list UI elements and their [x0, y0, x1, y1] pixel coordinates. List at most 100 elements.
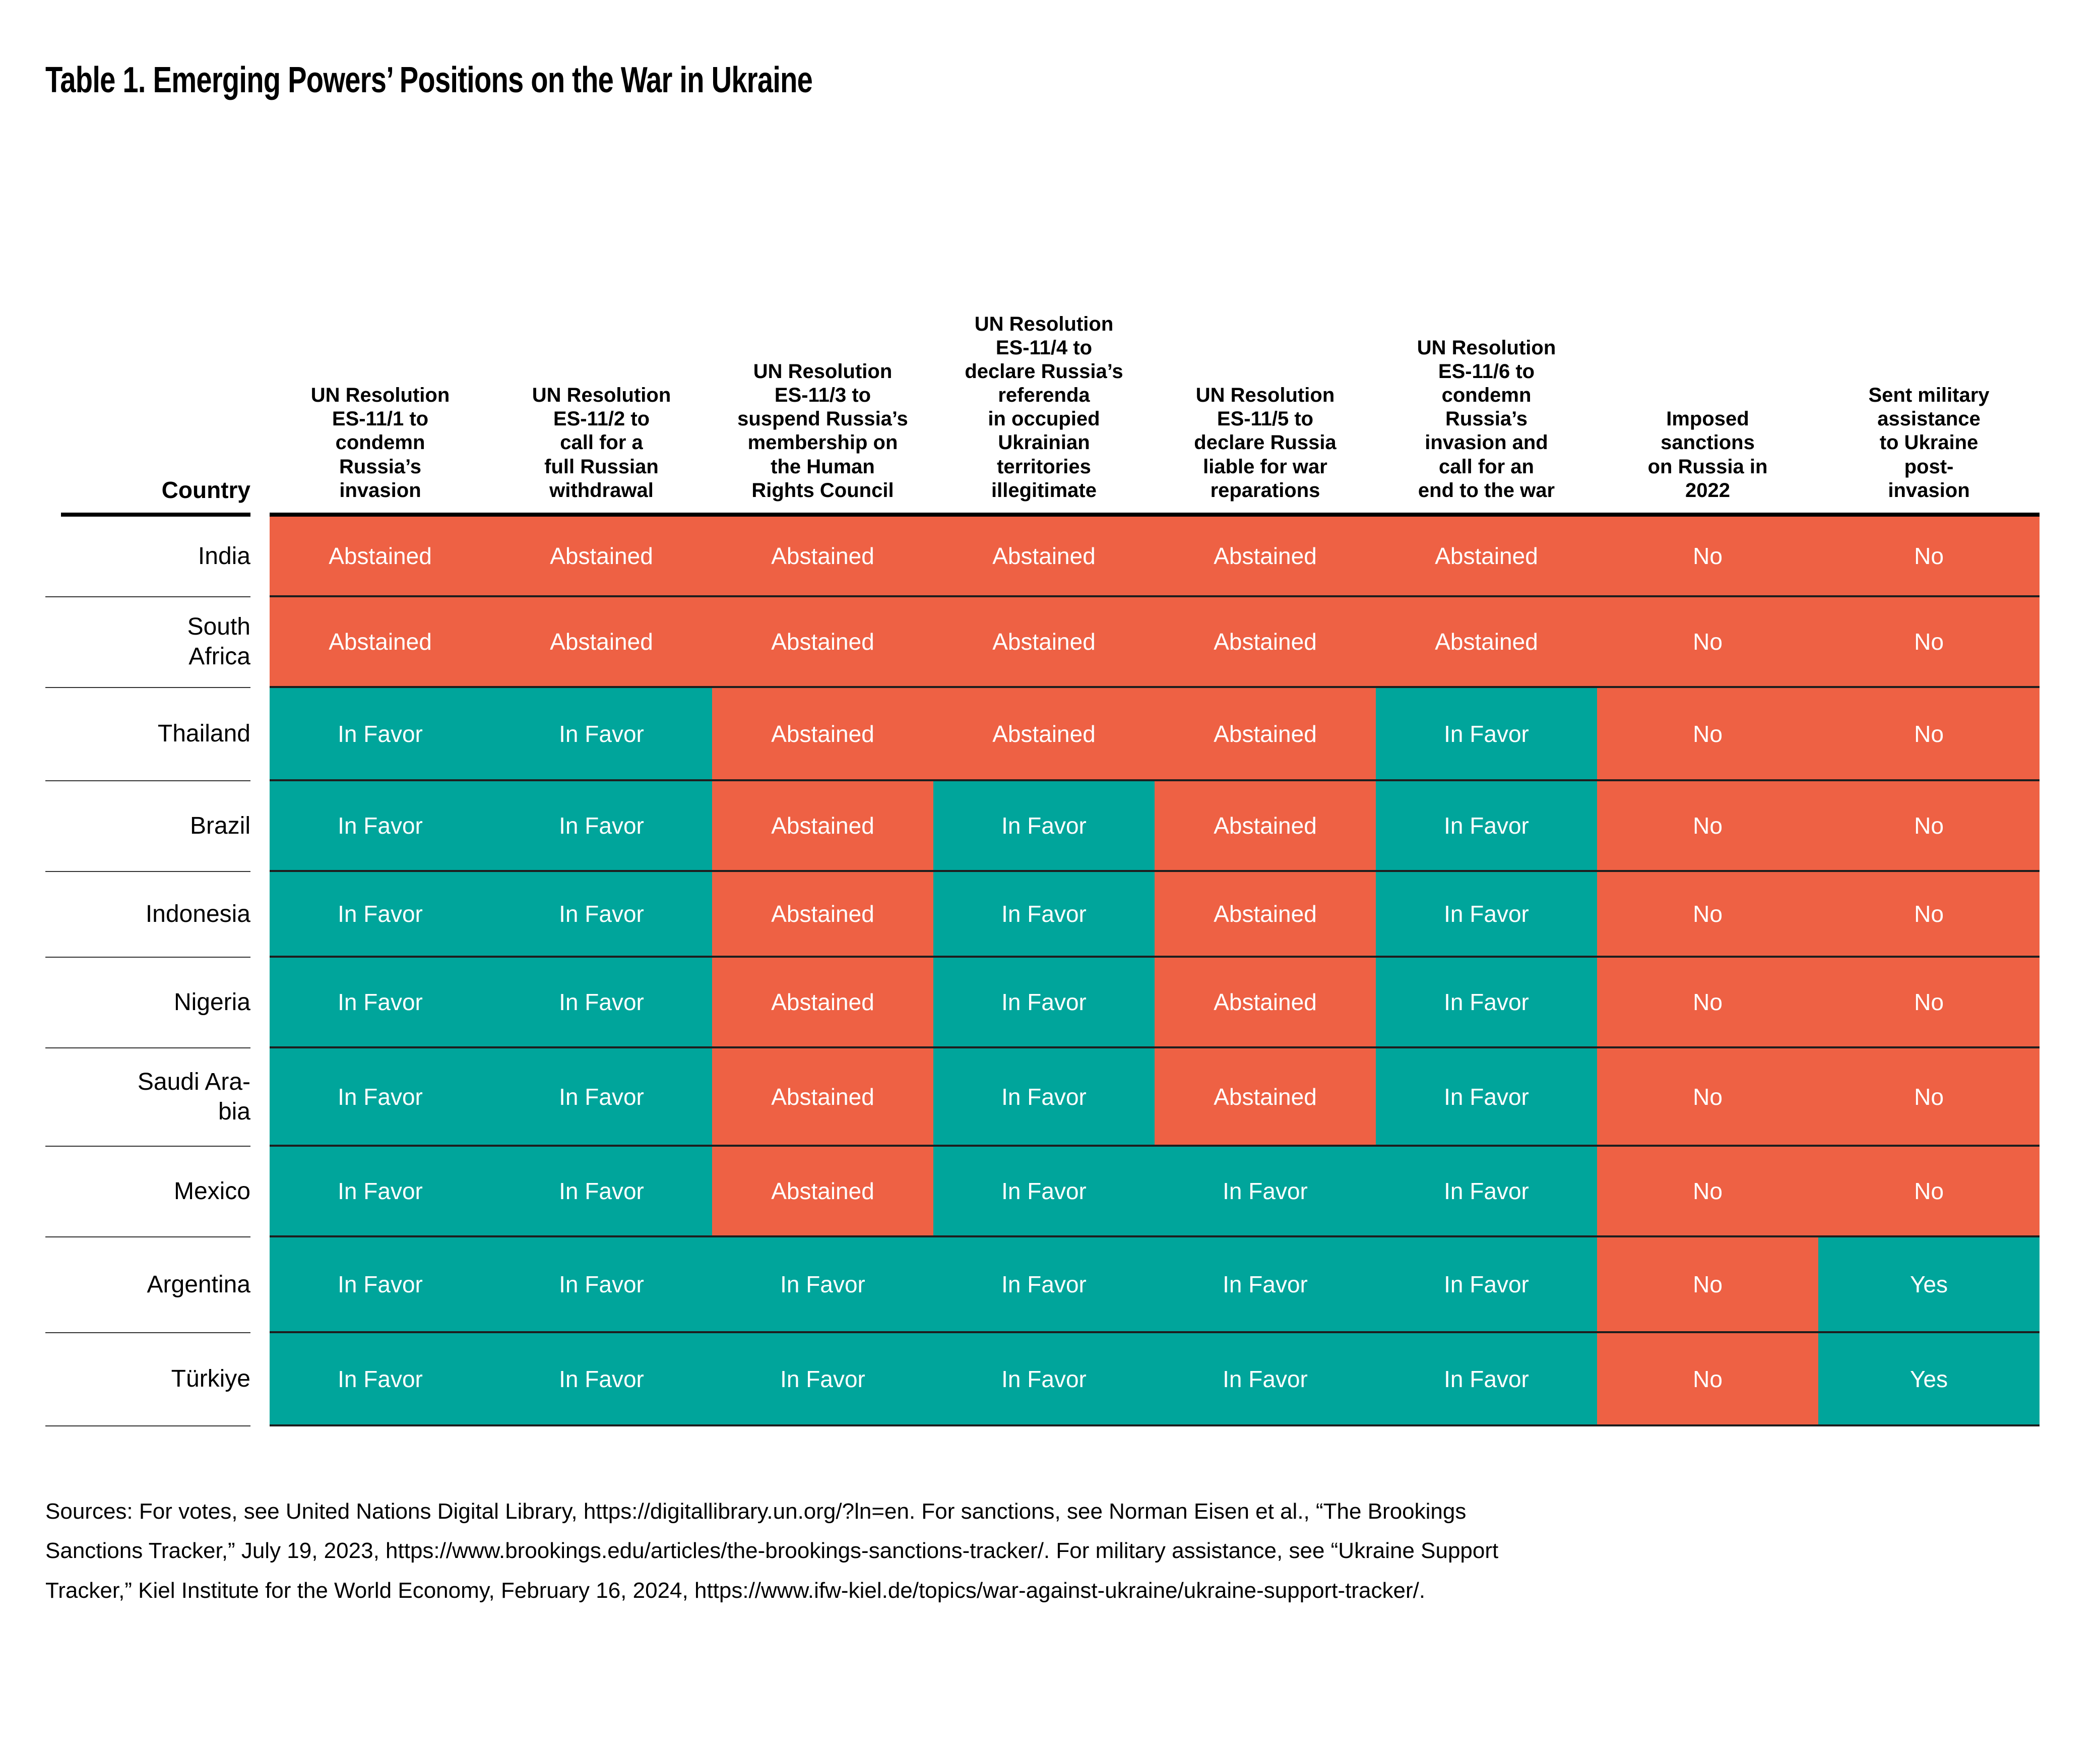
row-label-argentina: Argentina [45, 1237, 250, 1333]
table-cell-thailand-col3: Abstained [712, 688, 933, 781]
table-cell-saudi-arabia-col6: In Favor [1376, 1048, 1597, 1147]
sources-note: Sources: For votes, see United Nations D… [45, 1499, 1499, 1603]
table-cell-indonesia-col6: In Favor [1376, 872, 1597, 958]
table-cell-saudi-arabia-col3: Abstained [712, 1048, 933, 1147]
table-cell-nigeria-col7: No [1597, 958, 1818, 1048]
table-cell-india-col4: Abstained [933, 517, 1155, 597]
table-cell-indonesia-col3: Abstained [712, 872, 933, 958]
table-cell-mexico-col7: No [1597, 1147, 1818, 1237]
table-cell-mexico-col3: Abstained [712, 1147, 933, 1237]
row-label-india: India [45, 517, 250, 597]
table-cell-saudi-arabia-col4: In Favor [933, 1048, 1155, 1147]
table-cell-thailand-col2: In Favor [491, 688, 712, 781]
table-cell-india-col6: Abstained [1376, 517, 1597, 597]
column-header-2: UN Resolution ES-11/2 to call for a full… [491, 189, 712, 517]
table-cell-nigeria-col4: In Favor [933, 958, 1155, 1048]
column-header-6: UN Resolution ES-11/6 to condemn Russia’… [1376, 189, 1597, 517]
table-cell-indonesia-col8: No [1818, 872, 2040, 958]
table-cell-argentina-col6: In Favor [1376, 1237, 1597, 1333]
table-cell-thailand-col5: Abstained [1155, 688, 1376, 781]
row-label-saudi-arabia: Saudi Ara- bia [45, 1048, 250, 1147]
row-label-brazil: Brazil [45, 781, 250, 872]
table-cell-brazil-col3: Abstained [712, 781, 933, 872]
table-cell-south-africa-col2: Abstained [491, 597, 712, 688]
row-label-indonesia: Indonesia [45, 872, 250, 958]
row-label-nigeria: Nigeria [45, 958, 250, 1048]
table-cell-indonesia-col7: No [1597, 872, 1818, 958]
table-cell-t-rkiye-col3: In Favor [712, 1333, 933, 1426]
table-cell-mexico-col2: In Favor [491, 1147, 712, 1237]
table-cell-south-africa-col4: Abstained [933, 597, 1155, 688]
table-cell-mexico-col8: No [1818, 1147, 2040, 1237]
table-cell-saudi-arabia-col7: No [1597, 1048, 1818, 1147]
table-cell-south-africa-col3: Abstained [712, 597, 933, 688]
table-cell-argentina-col3: In Favor [712, 1237, 933, 1333]
table-cell-brazil-col4: In Favor [933, 781, 1155, 872]
table-cell-indonesia-col1: In Favor [270, 872, 491, 958]
table-cell-brazil-col7: No [1597, 781, 1818, 872]
table-cell-argentina-col2: In Favor [491, 1237, 712, 1333]
table-cell-nigeria-col1: In Favor [270, 958, 491, 1048]
row-label-south-africa: South Africa [45, 597, 250, 688]
table-cell-indonesia-col5: Abstained [1155, 872, 1376, 958]
table-cell-brazil-col5: Abstained [1155, 781, 1376, 872]
table-cell-t-rkiye-col8: Yes [1818, 1333, 2040, 1426]
table-cell-argentina-col4: In Favor [933, 1237, 1155, 1333]
table-cell-indonesia-col4: In Favor [933, 872, 1155, 958]
column-header-5: UN Resolution ES-11/5 to declare Russia … [1155, 189, 1376, 517]
row-label-t-rkiye: Türkiye [45, 1333, 250, 1426]
country-column-header: Country [45, 189, 250, 517]
table-cell-india-col5: Abstained [1155, 517, 1376, 597]
table-cell-thailand-col6: In Favor [1376, 688, 1597, 781]
table-cell-india-col8: No [1818, 517, 2040, 597]
table-cell-t-rkiye-col6: In Favor [1376, 1333, 1597, 1426]
table-cell-india-col7: No [1597, 517, 1818, 597]
positions-table: Country UN Resolution ES-11/1 to condemn… [45, 189, 2040, 1426]
table-cell-nigeria-col8: No [1818, 958, 2040, 1048]
table-cell-brazil-col2: In Favor [491, 781, 712, 872]
country-column-header-label: Country [60, 476, 250, 517]
table-cell-thailand-col7: No [1597, 688, 1818, 781]
table-cell-south-africa-col7: No [1597, 597, 1818, 688]
row-label-thailand: Thailand [45, 688, 250, 781]
table-cell-south-africa-col1: Abstained [270, 597, 491, 688]
table-cell-brazil-col1: In Favor [270, 781, 491, 872]
table-cell-saudi-arabia-col5: Abstained [1155, 1048, 1376, 1147]
column-header-4: UN Resolution ES-11/4 to declare Russia’… [933, 189, 1155, 517]
table-cell-mexico-col1: In Favor [270, 1147, 491, 1237]
table-cell-mexico-col5: In Favor [1155, 1147, 1376, 1237]
table-cell-t-rkiye-col4: In Favor [933, 1333, 1155, 1426]
table-cell-nigeria-col6: In Favor [1376, 958, 1597, 1048]
table-cell-saudi-arabia-col8: No [1818, 1048, 2040, 1147]
column-header-8: Sent military assistance to Ukraine post… [1818, 189, 2040, 517]
column-header-7: Imposed sanctions on Russia in 2022 [1597, 189, 1818, 517]
table-cell-south-africa-col8: No [1818, 597, 2040, 688]
table-cell-t-rkiye-col1: In Favor [270, 1333, 491, 1426]
table-cell-thailand-col4: Abstained [933, 688, 1155, 781]
table-cell-thailand-col1: In Favor [270, 688, 491, 781]
table-cell-t-rkiye-col2: In Favor [491, 1333, 712, 1426]
figure-title: Table 1. Emerging Powers’ Positions on t… [45, 60, 813, 100]
table-cell-nigeria-col3: Abstained [712, 958, 933, 1048]
table-cell-mexico-col6: In Favor [1376, 1147, 1597, 1237]
table-cell-nigeria-col5: Abstained [1155, 958, 1376, 1048]
table-cell-saudi-arabia-col1: In Favor [270, 1048, 491, 1147]
table-cell-india-col3: Abstained [712, 517, 933, 597]
table-cell-argentina-col5: In Favor [1155, 1237, 1376, 1333]
table-cell-argentina-col8: Yes [1818, 1237, 2040, 1333]
table-cell-nigeria-col2: In Favor [491, 958, 712, 1048]
table-cell-indonesia-col2: In Favor [491, 872, 712, 958]
column-header-1: UN Resolution ES-11/1 to condemn Russia’… [270, 189, 491, 517]
table-cell-t-rkiye-col7: No [1597, 1333, 1818, 1426]
table-cell-mexico-col4: In Favor [933, 1147, 1155, 1237]
row-label-mexico: Mexico [45, 1147, 250, 1237]
table-cell-argentina-col7: No [1597, 1237, 1818, 1333]
table-cell-south-africa-col6: Abstained [1376, 597, 1597, 688]
table-cell-india-col2: Abstained [491, 517, 712, 597]
table-cell-south-africa-col5: Abstained [1155, 597, 1376, 688]
table-cell-thailand-col8: No [1818, 688, 2040, 781]
table-cell-brazil-col8: No [1818, 781, 2040, 872]
table-cell-brazil-col6: In Favor [1376, 781, 1597, 872]
table-cell-t-rkiye-col5: In Favor [1155, 1333, 1376, 1426]
